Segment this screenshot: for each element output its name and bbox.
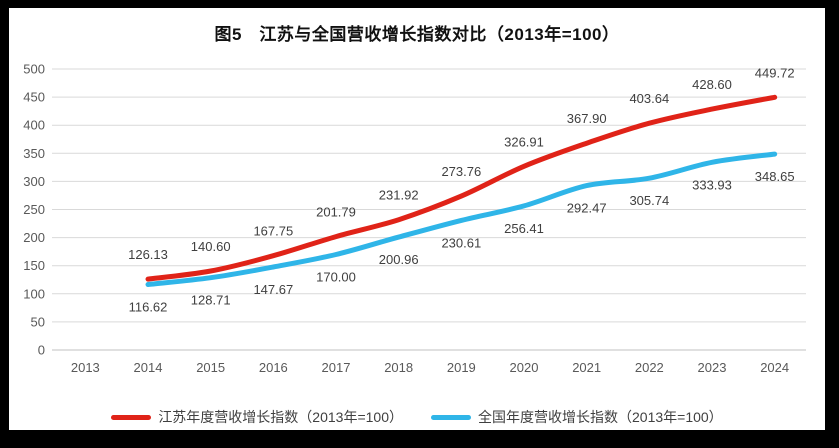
y-tick-label: 0 [38, 343, 45, 358]
y-tick-label: 200 [23, 230, 45, 245]
data-label-jiangsu: 140.60 [191, 239, 231, 254]
chart-title: 图5 江苏与全国营收增长指数对比（2013年=100） [214, 25, 620, 44]
data-label-national: 292.47 [567, 201, 607, 216]
x-tick-label: 2014 [134, 360, 163, 375]
data-label-national: 200.96 [379, 252, 419, 267]
chart-frame: 图5 江苏与全国营收增长指数对比（2013年=100） 0 50 100 150 200… [9, 8, 825, 430]
x-tick-label: 2022 [635, 360, 664, 375]
chart-legend: 江苏年度营收增长指数（2013年=100） 全国年度营收增长指数（2013年=1… [9, 407, 825, 427]
legend-line-icon-national [431, 414, 471, 420]
data-label-jiangsu: 449.72 [755, 65, 795, 80]
data-label-national: 128.71 [191, 293, 231, 308]
y-tick-label: 100 [23, 286, 45, 301]
y-tick-label: 250 [23, 202, 45, 217]
data-label-national: 256.41 [504, 221, 544, 236]
legend-label-national: 全国年度营收增长指数（2013年=100） [478, 409, 723, 425]
series-line-national [145, 151, 778, 287]
x-tick-label: 2024 [760, 360, 789, 375]
data-label-jiangsu: 428.60 [692, 77, 732, 92]
x-tick-label: 2018 [384, 360, 413, 375]
line-chart: 0 50 100 150 200 250 300 350 400 450 500 2013 2014 20… [23, 62, 806, 375]
data-label-national: 333.93 [692, 177, 732, 192]
x-tick-label: 2020 [510, 360, 539, 375]
x-tick-label: 2021 [572, 360, 601, 375]
data-label-national: 230.61 [441, 235, 481, 250]
series-line-jiangsu [145, 94, 778, 282]
data-label-jiangsu: 201.79 [316, 205, 356, 220]
data-label-national: 116.62 [129, 299, 168, 314]
y-tick-label: 350 [23, 146, 45, 161]
x-tick-label: 2019 [447, 360, 476, 375]
legend-label-jiangsu: 江苏年度营收增长指数（2013年=100） [158, 409, 403, 425]
y-tick-label: 300 [23, 174, 45, 189]
data-label-national: 348.65 [755, 169, 795, 184]
y-tick-label: 150 [23, 258, 45, 273]
x-tick-label: 2013 [71, 360, 100, 375]
x-tick-label: 2017 [322, 360, 351, 375]
data-label-national: 170.00 [316, 269, 356, 284]
data-label-national: 305.74 [629, 193, 669, 208]
legend-line-icon-jiangsu [111, 414, 152, 420]
data-label-jiangsu: 403.64 [629, 91, 669, 106]
data-label-jiangsu: 273.76 [441, 164, 481, 179]
data-label-jiangsu: 126.13 [128, 247, 168, 262]
data-label-jiangsu: 326.91 [504, 134, 544, 149]
data-label-national: 147.67 [253, 282, 293, 297]
y-tick-label: 500 [23, 62, 45, 77]
data-label-jiangsu: 167.75 [253, 224, 293, 239]
y-tick-label: 450 [23, 90, 45, 105]
legend-item-jiangsu: 江苏年度营收增长指数（2013年=100） [111, 407, 403, 427]
x-tick-label: 2023 [698, 360, 727, 375]
data-label-jiangsu: 231.92 [379, 188, 419, 203]
y-tick-label: 50 [31, 314, 45, 329]
y-tick-label: 400 [23, 118, 45, 133]
x-tick-label: 2016 [259, 360, 288, 375]
legend-item-national: 全国年度营收增长指数（2013年=100） [431, 407, 723, 427]
data-label-jiangsu: 367.90 [567, 111, 607, 126]
x-tick-label: 2015 [196, 360, 225, 375]
